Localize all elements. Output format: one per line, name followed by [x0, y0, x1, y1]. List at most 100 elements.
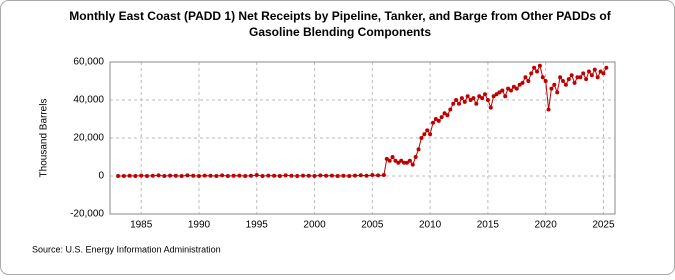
data-point: [540, 75, 545, 80]
data-point: [254, 173, 259, 178]
data-point: [430, 120, 435, 125]
data-point: [523, 75, 528, 80]
chart-subtitle: Gasoline Blending Components: [249, 25, 431, 39]
data-point: [162, 174, 167, 178]
data-point: [419, 136, 424, 140]
data-point: [433, 117, 438, 121]
data-point: [220, 173, 225, 178]
data-point: [390, 155, 395, 159]
x-tick-label: 1995: [246, 220, 269, 231]
data-point: [456, 101, 461, 106]
data-point: [289, 173, 294, 178]
data-point: [534, 69, 539, 74]
data-point: [185, 173, 190, 178]
data-point: [381, 173, 386, 178]
data-point: [508, 88, 513, 93]
data-point: [384, 156, 389, 161]
x-tick-label: 2020: [535, 220, 558, 231]
data-point: [404, 160, 409, 165]
data-point: [196, 174, 201, 178]
data-point: [370, 173, 375, 178]
data-point: [283, 173, 288, 178]
data-point: [300, 173, 305, 178]
data-point: [413, 155, 418, 159]
data-point: [439, 115, 444, 120]
data-point: [497, 90, 502, 95]
data-point: [558, 75, 563, 80]
data-point: [352, 173, 357, 178]
data-point: [266, 173, 271, 178]
data-point: [225, 174, 230, 178]
data-point: [347, 174, 352, 178]
data-point: [156, 173, 161, 178]
data-point: [358, 173, 363, 178]
data-point: [589, 73, 594, 78]
data-point: [436, 118, 441, 123]
data-point: [459, 96, 464, 101]
data-point: [477, 94, 482, 99]
data-point: [399, 158, 404, 163]
data-point: [376, 173, 381, 178]
data-point: [488, 105, 493, 110]
data-point: [133, 174, 138, 178]
data-point: [214, 174, 219, 178]
data-point: [543, 79, 548, 83]
data-point: [494, 92, 499, 97]
data-point: [584, 77, 589, 82]
data-point: [150, 173, 155, 178]
data-point: [491, 94, 496, 99]
data-point: [324, 173, 329, 178]
x-tick-label: 2025: [592, 220, 615, 231]
data-point: [566, 77, 571, 82]
y-tick-label: 0: [98, 171, 104, 182]
data-point: [208, 173, 213, 178]
y-tick-label: 40,000: [73, 95, 104, 106]
y-axis-label: Thousand Barrels: [39, 99, 50, 178]
data-point: [422, 132, 427, 137]
data-point: [139, 173, 144, 178]
data-point: [511, 84, 516, 89]
data-point: [482, 92, 487, 97]
data-point: [506, 86, 511, 91]
data-point: [586, 69, 591, 74]
data-point: [485, 98, 490, 102]
data-point: [500, 88, 505, 93]
data-point: [312, 174, 317, 178]
data-point: [121, 174, 126, 178]
data-point: [243, 174, 248, 178]
data-point: [387, 158, 392, 163]
data-point: [442, 111, 447, 116]
data-point: [329, 173, 334, 178]
x-tick-label: 2005: [361, 220, 384, 231]
data-point: [335, 174, 340, 178]
data-point: [546, 107, 551, 112]
x-tick-label: 1985: [130, 220, 153, 231]
data-point: [598, 69, 603, 74]
data-point: [465, 94, 470, 99]
data-point: [471, 96, 476, 101]
data-point: [569, 73, 574, 78]
data-point: [529, 71, 534, 76]
data-point: [295, 174, 300, 178]
data-point: [474, 101, 479, 106]
data-point: [575, 75, 580, 80]
data-point: [116, 174, 121, 178]
x-tick-label: 1990: [188, 220, 211, 231]
data-point: [454, 98, 459, 102]
data-point: [410, 162, 415, 167]
data-point: [428, 132, 433, 137]
data-point: [468, 98, 473, 102]
data-point: [306, 173, 311, 178]
data-point: [462, 99, 467, 104]
data-point: [127, 173, 132, 178]
data-point: [448, 107, 453, 112]
data-point: [260, 174, 265, 178]
y-tick-label: 60,000: [73, 57, 104, 68]
data-point: [168, 173, 173, 178]
y-tick-label: -20,000: [70, 209, 104, 220]
chart-title: Monthly East Coast (PADD 1) Net Receipts…: [69, 9, 611, 23]
data-point: [503, 94, 508, 99]
data-point: [248, 173, 253, 178]
data-point: [601, 71, 606, 76]
series-line: [118, 64, 607, 177]
